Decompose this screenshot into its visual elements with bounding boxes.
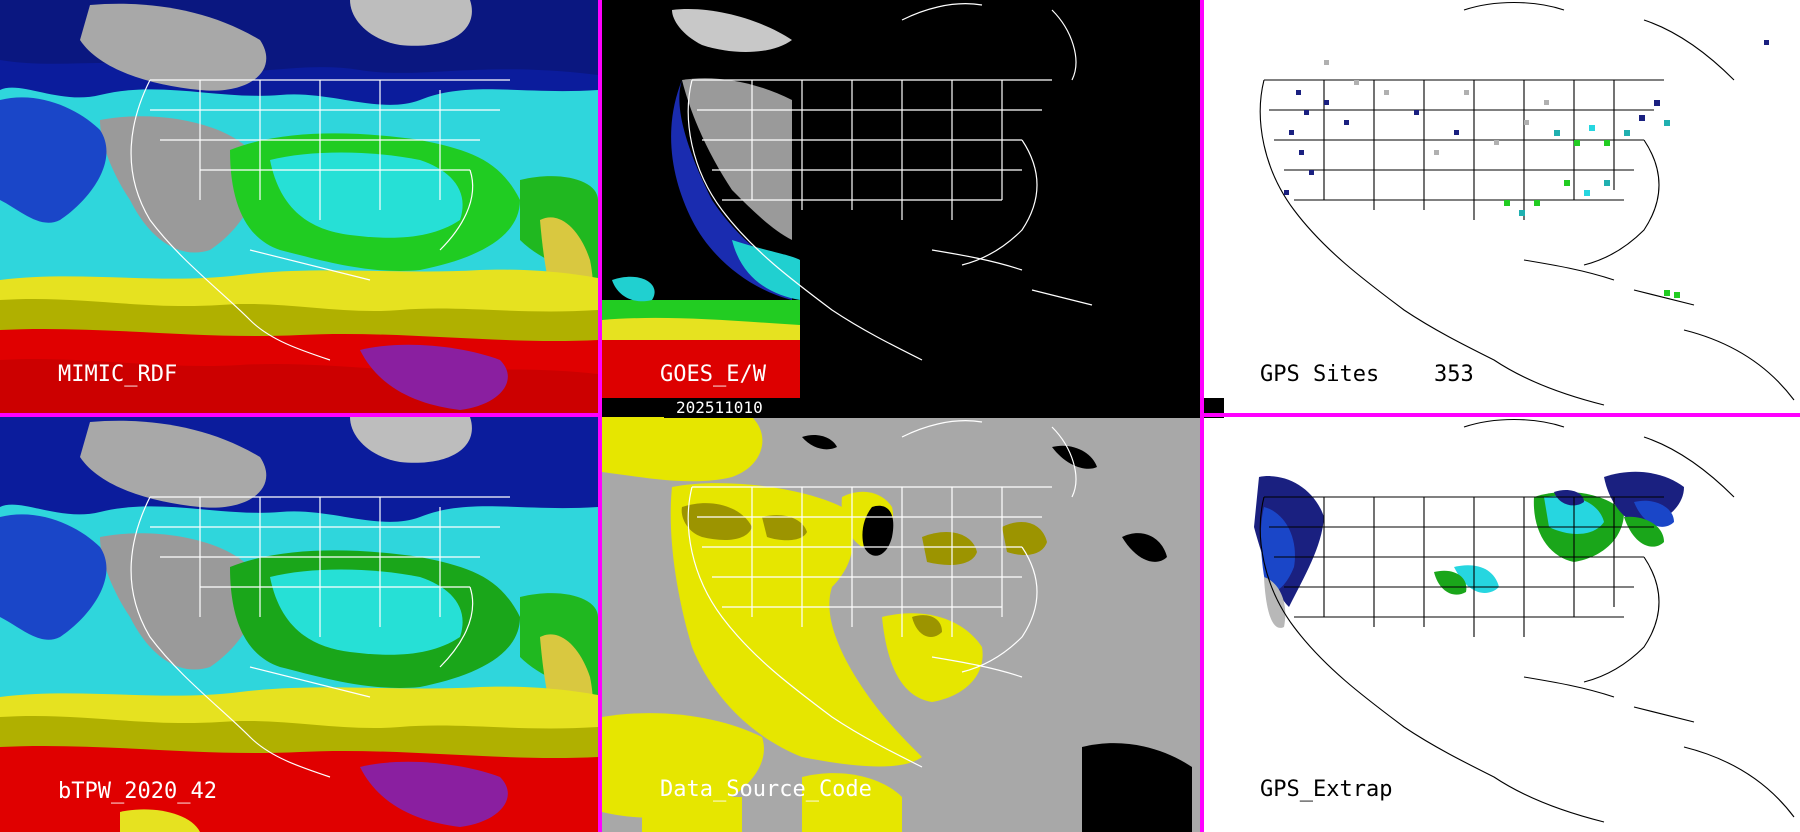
panel-label-gps-sites: GPS Sites	[1260, 362, 1380, 387]
btpw-map	[0, 417, 598, 832]
gps-sites-map	[1204, 0, 1800, 413]
panel-data-source: Data_Source_Code	[602, 417, 1200, 832]
panel-btpw: bTPW_2020_42	[0, 417, 598, 832]
timestamp-label: 202511010	[664, 398, 1224, 418]
goes-ew-map	[602, 0, 1200, 398]
divider-vertical-left	[598, 0, 602, 832]
panel-label-gps-extrap: GPS_Extrap	[1260, 777, 1393, 802]
panel-label-btpw: bTPW_2020_42	[58, 779, 217, 804]
panel-gps-sites: GPS Sites 353	[1204, 0, 1800, 413]
gps-extrap-map	[1204, 417, 1800, 832]
mimic-rdf-map	[0, 0, 598, 413]
data-source-map	[602, 417, 1200, 832]
panel-gps-extrap: GPS_Extrap	[1204, 417, 1800, 832]
divider-horizontal	[0, 413, 598, 417]
panel-label-goes-ew: GOES_E/W	[660, 362, 766, 387]
panel-label-data-source: Data_Source_Code	[660, 777, 872, 802]
gps-sites-count: 353	[1434, 362, 1474, 387]
panel-label-mimic-rdf: MIMIC_RDF	[58, 362, 178, 387]
divider-horizontal-right	[1204, 413, 1800, 417]
panel-goes-ew: GOES_E/W	[602, 0, 1200, 398]
divider-vertical-right	[1200, 0, 1204, 832]
gps-site-markers	[1284, 40, 1769, 298]
panel-mimic-rdf: MIMIC_RDF	[0, 0, 598, 413]
